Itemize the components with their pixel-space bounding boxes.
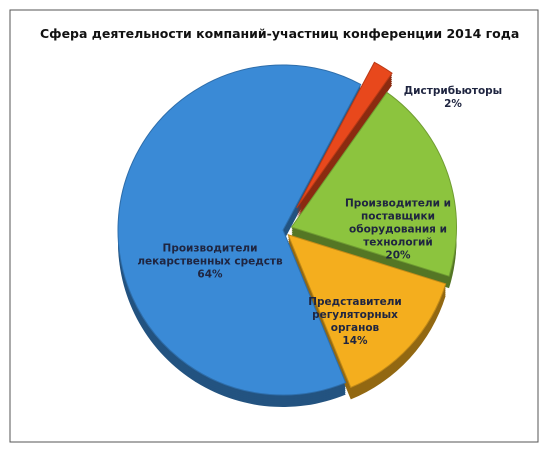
- slice-label: Представители регуляторных органов 14%: [290, 296, 420, 348]
- slice-label: Производители лекарственных средств 64%: [135, 243, 285, 282]
- value-label: 2%: [444, 98, 462, 110]
- slice-label: Производители и поставщики оборудования …: [343, 198, 453, 263]
- value-label: 14%: [342, 335, 368, 347]
- category: Дистрибьюторы: [403, 85, 503, 97]
- frame: [9, 9, 539, 443]
- value-label: 64%: [197, 268, 223, 281]
- slice: [287, 233, 447, 389]
- category: Производители и поставщики оборудования …: [345, 197, 451, 249]
- value-label: 20%: [385, 249, 411, 262]
- slice: [117, 64, 362, 396]
- slice-label: Дистрибьюторы 2%: [398, 85, 508, 111]
- chart-title: Сфера деятельности компаний-участниц кон…: [40, 26, 520, 41]
- slice: [290, 91, 458, 277]
- category: Представители регуляторных органов: [308, 296, 402, 334]
- category: Производители лекарственных средств: [137, 242, 283, 268]
- slice: [296, 61, 393, 209]
